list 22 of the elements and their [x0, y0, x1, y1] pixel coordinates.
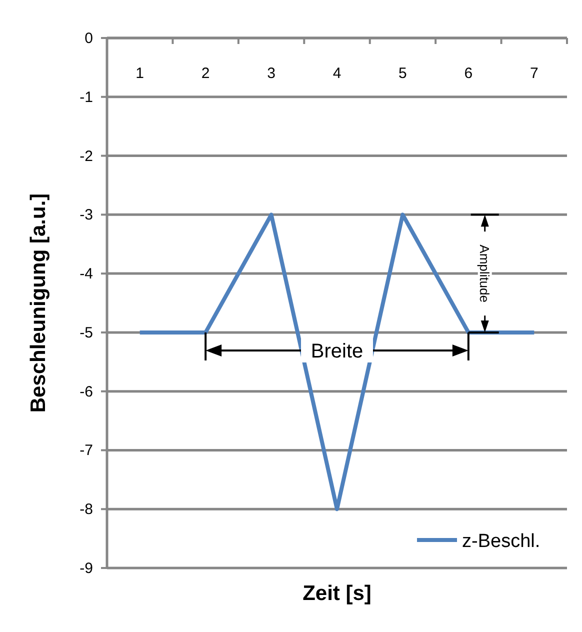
y-tick-label: 0 — [84, 30, 93, 47]
y-tick-label: -5 — [80, 324, 93, 342]
y-tick-label: -2 — [80, 148, 93, 165]
x-tick-label: 1 — [136, 65, 144, 82]
y-tick-label: -4 — [80, 266, 93, 283]
annotation: Breite — [310, 340, 364, 362]
x-axis-title: Zeit [s] — [302, 582, 372, 605]
x-tick-label: 5 — [398, 65, 407, 82]
x-tick-label: 2 — [201, 65, 210, 82]
x-tick-label: 4 — [332, 65, 342, 82]
y-tick-label: -3 — [80, 206, 93, 224]
x-tick-label: 6 — [464, 65, 473, 82]
x-tick-label: 3 — [267, 65, 276, 82]
y-axis-title: Beschleunigung [a.u.] — [27, 193, 50, 413]
y-tick-label: -1 — [80, 88, 93, 106]
y-tick-label: -6 — [80, 383, 93, 400]
legend-label: z-Beschl. — [462, 531, 540, 552]
annotation: Amplitude — [476, 244, 492, 302]
y-tick-label: -8 — [80, 501, 93, 518]
y-tick-label: -9 — [80, 560, 93, 577]
y-tick-label: -7 — [80, 442, 93, 460]
x-tick-label: 7 — [530, 65, 538, 82]
